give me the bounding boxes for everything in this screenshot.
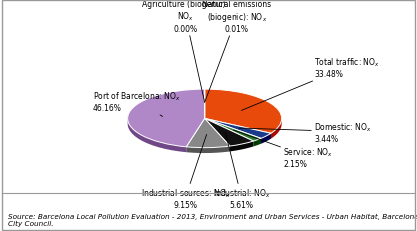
- Text: Source: Barcelona Local Pollution Evaluation - 2013, Environment and Urban Servi: Source: Barcelona Local Pollution Evalua…: [8, 213, 417, 226]
- Wedge shape: [205, 119, 271, 139]
- Text: Natural emissions
(biogenic): NO$_x$
0.01%: Natural emissions (biogenic): NO$_x$ 0.0…: [202, 0, 271, 103]
- Wedge shape: [205, 119, 261, 141]
- Polygon shape: [271, 116, 281, 139]
- Text: Total traffic: NO$_x$
33.48%: Total traffic: NO$_x$ 33.48%: [241, 56, 380, 111]
- Text: Port of Barcelona: NO$_x$
46.16%: Port of Barcelona: NO$_x$ 46.16%: [93, 90, 181, 117]
- Polygon shape: [128, 116, 186, 152]
- Wedge shape: [186, 119, 230, 148]
- Text: Service: NO$_x$
2.15%: Service: NO$_x$ 2.15%: [234, 131, 334, 169]
- Polygon shape: [254, 135, 261, 147]
- Text: Domestic: NO$_x$
3.44%: Domestic: NO$_x$ 3.44%: [239, 121, 372, 143]
- Wedge shape: [205, 119, 254, 146]
- Wedge shape: [205, 90, 281, 134]
- Text: Industrial: NO$_x$
5.61%: Industrial: NO$_x$ 5.61%: [213, 133, 271, 209]
- Polygon shape: [186, 143, 230, 153]
- Text: Industrial sources: NO$_x$
9.15%: Industrial sources: NO$_x$ 9.15%: [141, 135, 230, 209]
- Polygon shape: [261, 130, 271, 144]
- Polygon shape: [230, 138, 254, 152]
- Wedge shape: [128, 90, 205, 147]
- Text: Agriculture (biogenic):
NO$_x$
0.00%: Agriculture (biogenic): NO$_x$ 0.00%: [142, 0, 229, 103]
